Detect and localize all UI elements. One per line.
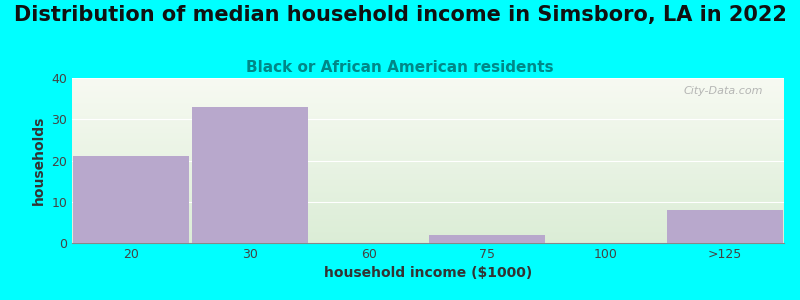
Bar: [666, 210, 783, 243]
Bar: [73, 156, 190, 243]
Text: Black or African American residents: Black or African American residents: [246, 60, 554, 75]
Y-axis label: households: households: [32, 116, 46, 205]
X-axis label: household income ($1000): household income ($1000): [324, 266, 532, 280]
Bar: [192, 107, 308, 243]
Bar: [429, 235, 546, 243]
Text: Distribution of median household income in Simsboro, LA in 2022: Distribution of median household income …: [14, 4, 786, 25]
Text: City-Data.com: City-Data.com: [683, 86, 762, 96]
